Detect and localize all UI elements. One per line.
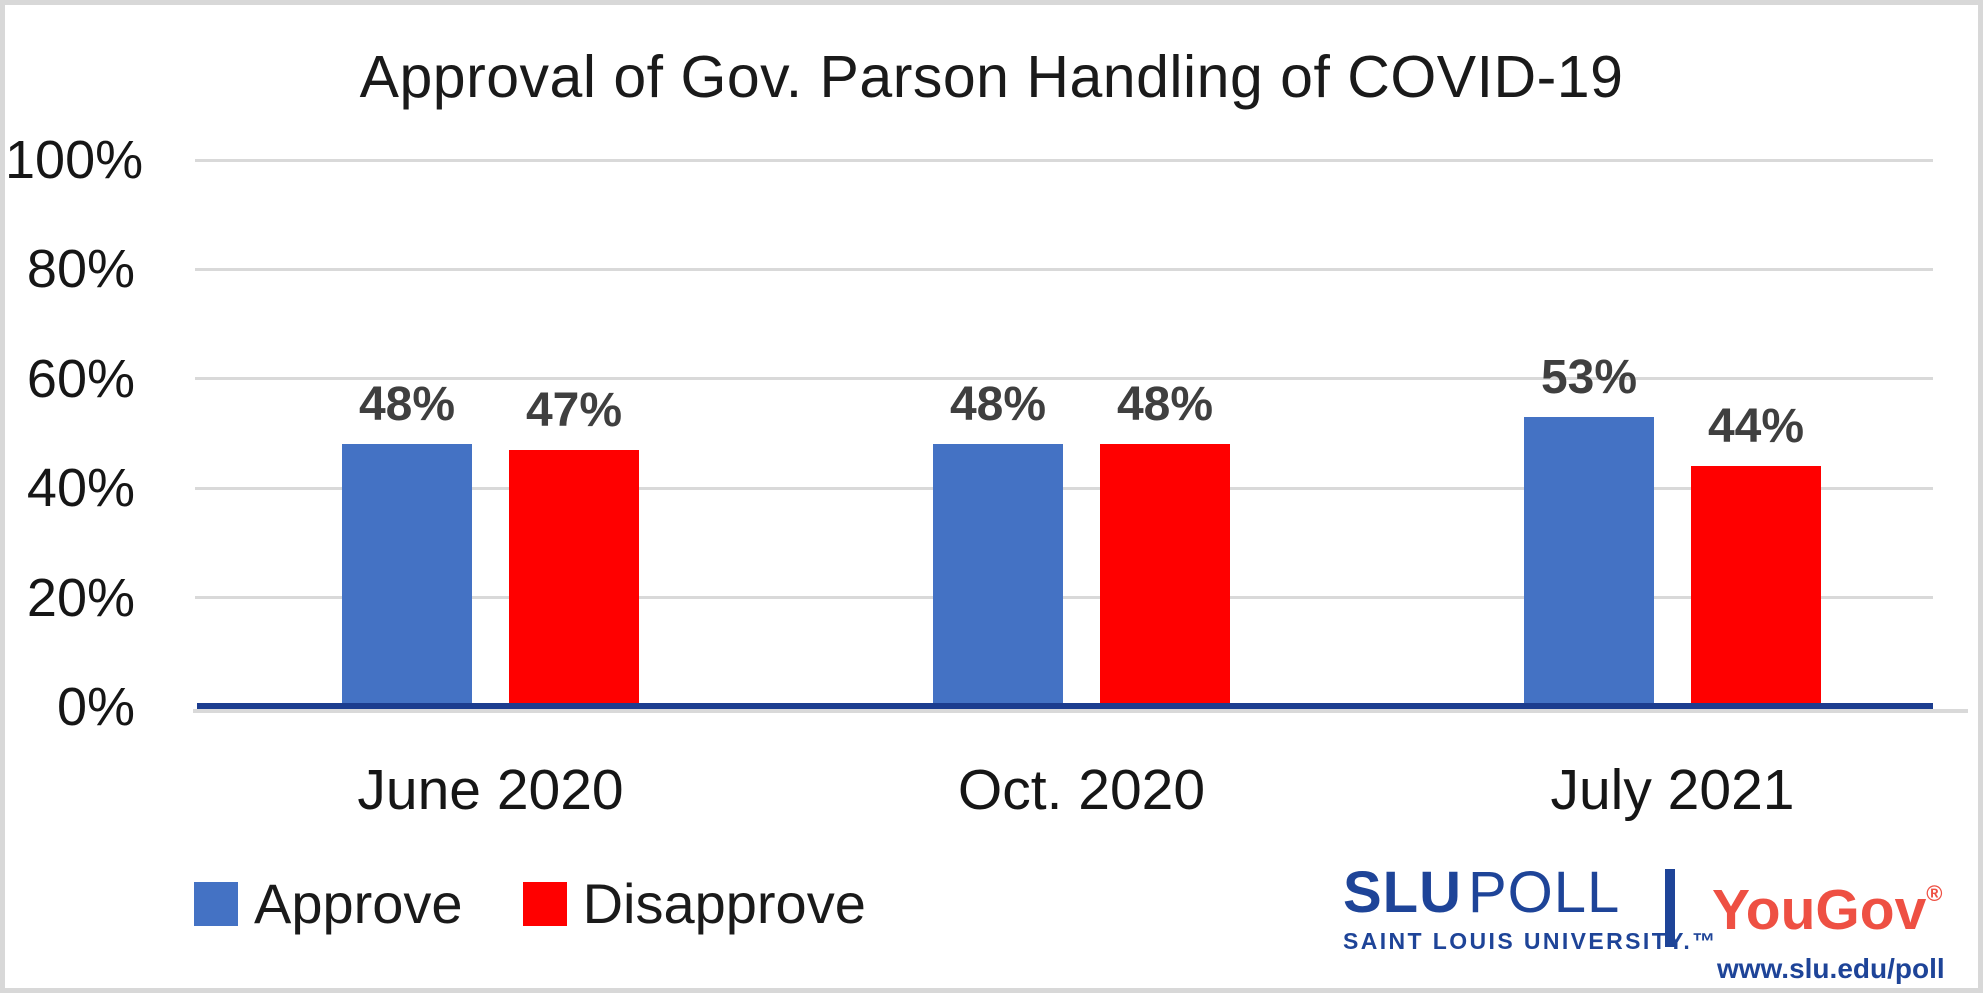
y-axis-label-60%: 60% [26, 348, 135, 409]
yougov-logo: YouGov® [1712, 877, 1943, 943]
legend-label-approve: Approve [254, 872, 463, 935]
x-axis-zero-line [197, 703, 1933, 709]
chart-title: Approval of Gov. Parson Handling of COVI… [359, 44, 1624, 110]
x-axis-label-june-2020: June 2020 [357, 758, 624, 822]
bar-disapprove-oct-2020 [1100, 444, 1230, 707]
data-label-disapprove-june-2020: 47% [525, 383, 623, 437]
legend-label-disapprove: Disapprove [582, 872, 866, 935]
bar-disapprove-july-2021 [1691, 466, 1821, 707]
y-axis-label-20%: 20% [26, 567, 135, 628]
bar-approve-july-2021 [1524, 417, 1654, 707]
legend-item-disapprove: Disapprove [522, 871, 866, 936]
gridline-20% [195, 596, 1933, 600]
gridline-80% [195, 267, 1933, 271]
bar-approve-oct-2020 [933, 444, 1063, 707]
slu-text: SLU [1343, 860, 1462, 925]
x-axis-label-july-2021: July 2021 [1550, 758, 1795, 822]
y-axis-label-100%: 100% [5, 130, 144, 190]
yougov-wordmark: YouGov [1712, 878, 1927, 942]
gridline-60% [195, 377, 1933, 381]
logo-divider-bar [1665, 869, 1675, 947]
legend-swatch-approve [194, 881, 238, 926]
data-label-approve-oct-2020: 48% [949, 378, 1047, 432]
legend-swatch-disapprove [522, 881, 567, 926]
bar-approve-june-2020 [342, 444, 472, 707]
y-axis-label-80%: 80% [26, 239, 135, 300]
gridline-100% [195, 158, 1933, 162]
registered-mark-icon: ® [1926, 881, 1943, 906]
legend: Approve Disapprove [194, 871, 866, 936]
data-label-disapprove-july-2021: 44% [1707, 400, 1805, 454]
y-axis-label-40%: 40% [26, 458, 135, 519]
gridline-40% [195, 486, 1933, 490]
y-axis-label-0%: 0% [56, 677, 135, 737]
slu-poll-url: www.slu.edu/poll [1717, 953, 1945, 984]
data-label-approve-june-2020: 48% [358, 378, 456, 432]
slu-poll-logo: SLU POLL SAINT LOUIS UNIVERSITY.™ [1343, 864, 1718, 955]
data-label-disapprove-oct-2020: 48% [1116, 378, 1214, 432]
bar-disapprove-june-2020 [509, 449, 639, 707]
data-label-approve-july-2021: 53% [1540, 351, 1638, 405]
legend-item-approve: Approve [194, 871, 463, 936]
poll-text: POLL [1468, 860, 1621, 925]
slu-poll-wordmark: SLU POLL [1343, 864, 1718, 922]
x-axis-label-oct-2020: Oct. 2020 [957, 758, 1206, 822]
plot-baseline [193, 709, 1968, 713]
saint-louis-university-text: SAINT LOUIS UNIVERSITY.™ [1343, 928, 1718, 954]
